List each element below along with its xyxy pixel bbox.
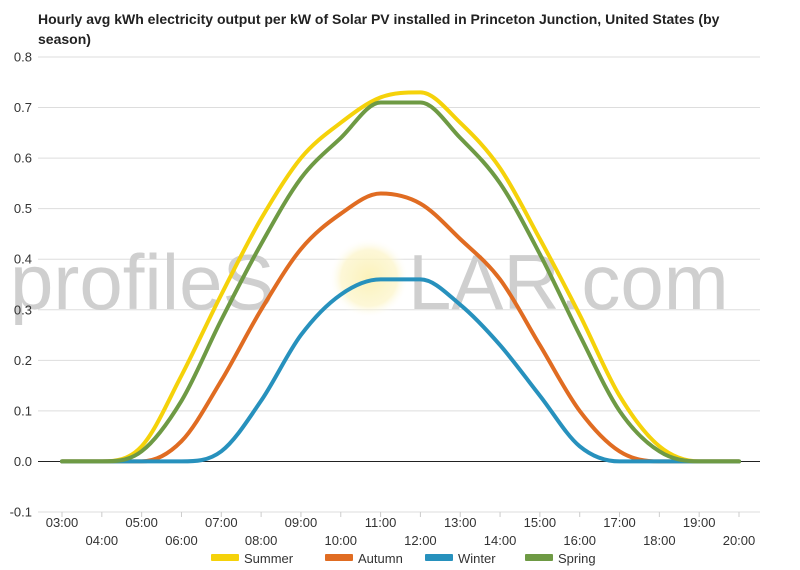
legend-label-winter: Winter — [458, 551, 496, 566]
legend-swatch-autumn — [325, 554, 353, 561]
x-tick-label: 18:00 — [643, 533, 676, 548]
legend-label-autumn: Autumn — [358, 551, 403, 566]
x-tick-label: 05:00 — [125, 515, 158, 530]
legend: Summer Autumn Winter Spring — [211, 551, 596, 566]
chart-title: Hourly avg kWh electricity output per kW… — [38, 11, 720, 47]
x-tick-label: 10:00 — [324, 533, 357, 548]
legend-swatch-spring — [525, 554, 553, 561]
x-tick-label: 03:00 — [46, 515, 79, 530]
series-line-summer — [60, 90, 741, 464]
grid-lines — [38, 56, 760, 513]
series-line-winter — [60, 277, 741, 464]
y-tick-label: 0.4 — [14, 252, 32, 267]
y-tick-label: 0.8 — [14, 50, 32, 65]
x-tick-label: 08:00 — [245, 533, 278, 548]
x-tick-label: 17:00 — [603, 515, 636, 530]
x-tick-label: 19:00 — [683, 515, 716, 530]
y-tick-label: 0.2 — [14, 353, 32, 368]
y-tick-label: 0.6 — [14, 151, 32, 166]
y-tick-label: 0.5 — [14, 201, 32, 216]
x-tick-label: 20:00 — [723, 533, 756, 548]
x-tick-label: 07:00 — [205, 515, 238, 530]
watermark: profileS LAR.com — [10, 238, 729, 326]
x-tick-label: 11:00 — [365, 515, 397, 530]
series-line-autumn — [60, 191, 741, 464]
legend-swatch-winter — [425, 554, 453, 561]
x-tick-label: 04:00 — [86, 533, 119, 548]
legend-label-spring: Spring — [558, 551, 596, 566]
y-tick-label: 0.0 — [14, 454, 32, 469]
y-tick-label: 0.7 — [14, 100, 32, 115]
x-tick-label: 12:00 — [404, 533, 437, 548]
x-tick-label: 09:00 — [285, 515, 318, 530]
watermark-sun-icon — [329, 238, 409, 318]
watermark-text-left: profileS — [10, 238, 274, 326]
series-line-spring — [60, 100, 741, 464]
x-tick-label: 13:00 — [444, 515, 477, 530]
x-tick-label: 15:00 — [524, 515, 557, 530]
y-tick-label: 0.3 — [14, 302, 32, 317]
legend-label-summer: Summer — [244, 551, 294, 566]
x-tick-label: 06:00 — [165, 533, 198, 548]
legend-swatch-summer — [211, 554, 239, 561]
y-tick-label: -0.1 — [10, 505, 32, 520]
series-lines — [60, 90, 741, 464]
x-tick-label: 16:00 — [563, 533, 596, 548]
x-tick-label: 14:00 — [484, 533, 517, 548]
y-tick-label: 0.1 — [14, 403, 32, 418]
